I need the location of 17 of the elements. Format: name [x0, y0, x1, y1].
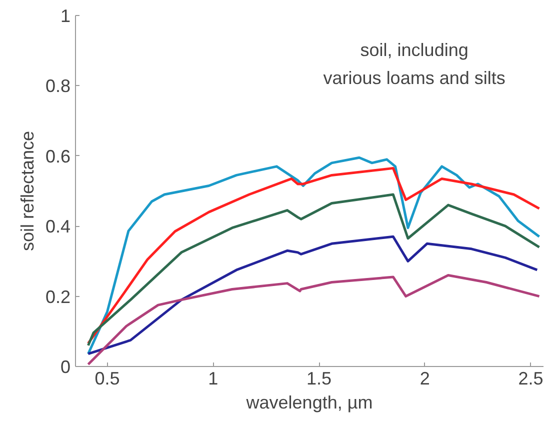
x-tick-label: 1.5 — [306, 368, 332, 388]
x-tick-label: 2 — [420, 368, 430, 388]
y-tick-label: 0.2 — [45, 286, 71, 307]
x-tick-label: 0.5 — [94, 368, 120, 388]
line-series — [86, 193, 541, 347]
y-tick-label: 0 — [60, 357, 71, 377]
y-tick-label: 0.8 — [45, 76, 71, 96]
y-tick-label: 0.4 — [45, 216, 71, 237]
line-series — [86, 274, 541, 366]
line-series — [86, 235, 538, 356]
y-tick-label: 1 — [60, 6, 71, 26]
x-tick-label: 1 — [208, 368, 218, 388]
x-tick-label: 2.5 — [518, 368, 544, 388]
y-tick-label: 0.6 — [45, 146, 71, 166]
x-axis-title: wavelength, µm — [245, 392, 373, 412]
y-axis-title: soil reflectance — [17, 130, 38, 252]
annotation: soil, including various loams and silts — [323, 40, 506, 88]
